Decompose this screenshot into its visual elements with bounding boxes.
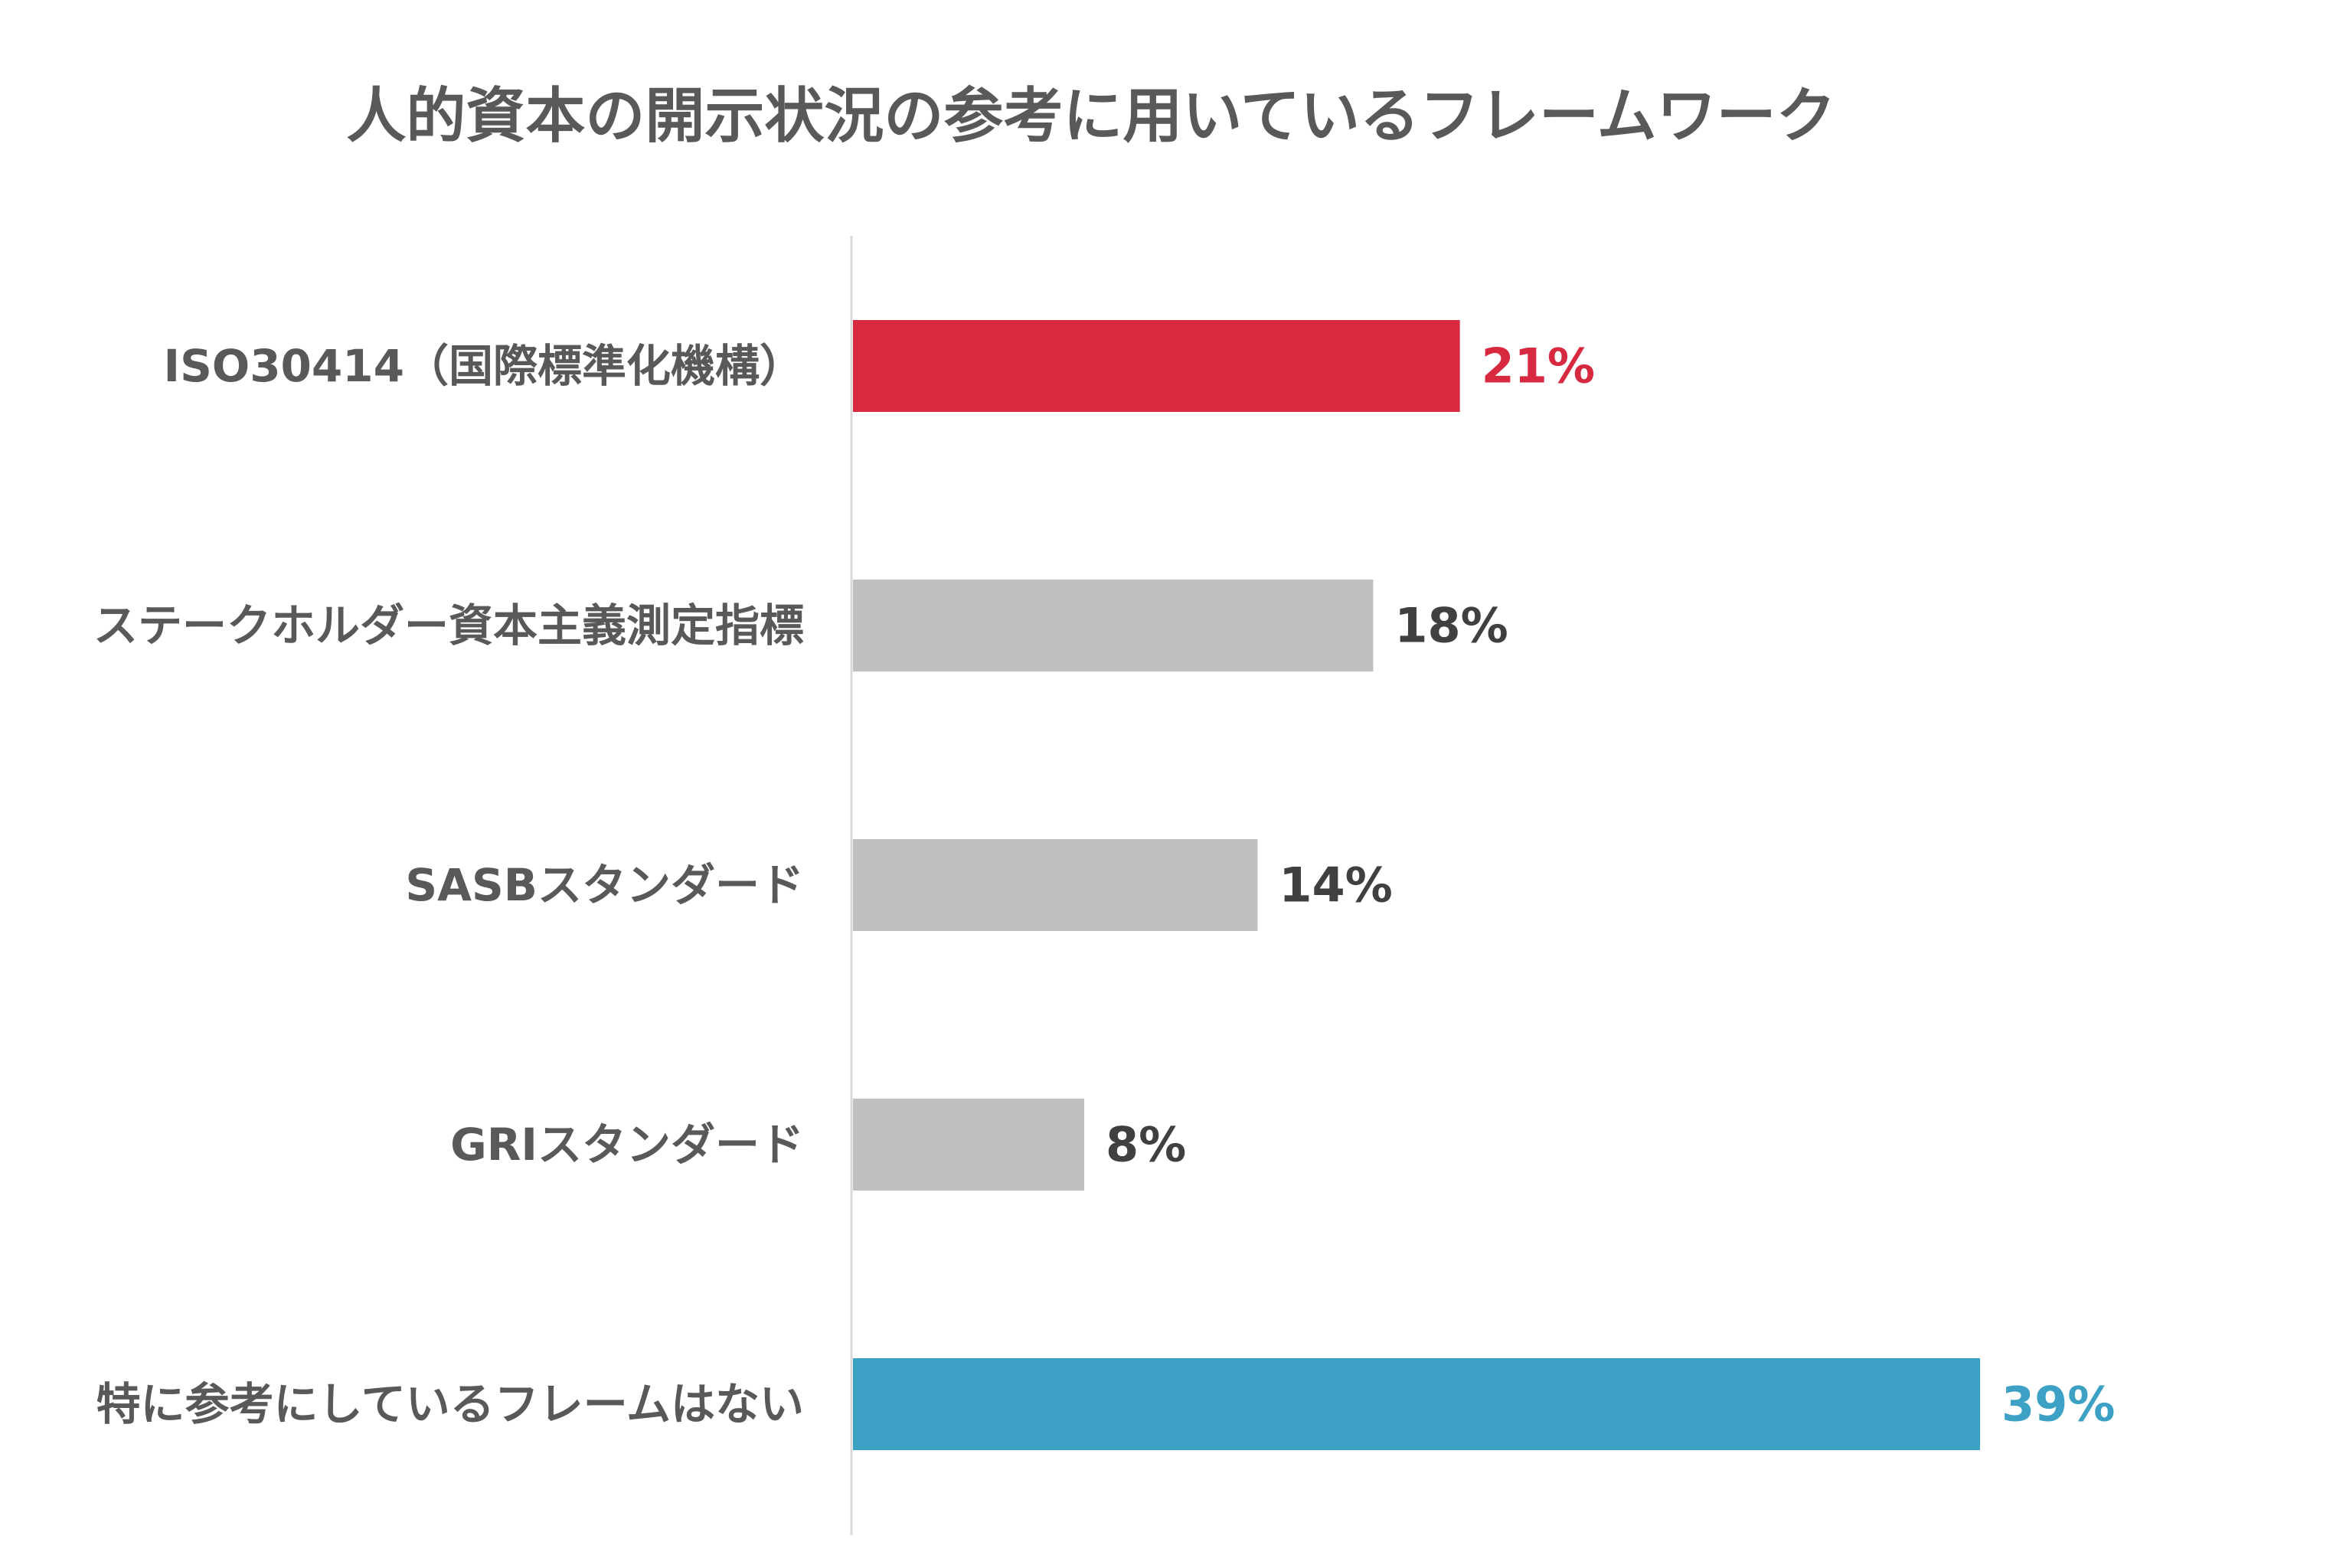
bar — [853, 839, 1258, 931]
bar — [853, 1358, 1980, 1450]
bar — [853, 320, 1460, 412]
category-label: ISO30414（国際標準化機構） — [164, 340, 804, 392]
value-label: 21% — [1482, 338, 1595, 394]
bar — [853, 580, 1374, 671]
category-label: ステークホルダー資本主義測定指標 — [93, 599, 804, 652]
value-label: 18% — [1394, 598, 1508, 654]
chart-title: 人的資本の開示状況の参考に用いているフレームワーク — [346, 82, 1835, 151]
value-label: 14% — [1279, 858, 1392, 913]
value-label: 8% — [1106, 1117, 1186, 1173]
bar — [853, 1099, 1084, 1191]
category-label: 特に参考にしているフレームはない — [96, 1378, 804, 1430]
value-label: 39% — [2002, 1377, 2115, 1432]
bars-layer: ISO30414（国際標準化機構） 21% ステークホルダー資本主義測定指標 18% S… — [93, 320, 2115, 1450]
category-label: SASBスタンダード — [405, 859, 804, 911]
category-label: GRIスタンダード — [450, 1119, 804, 1171]
